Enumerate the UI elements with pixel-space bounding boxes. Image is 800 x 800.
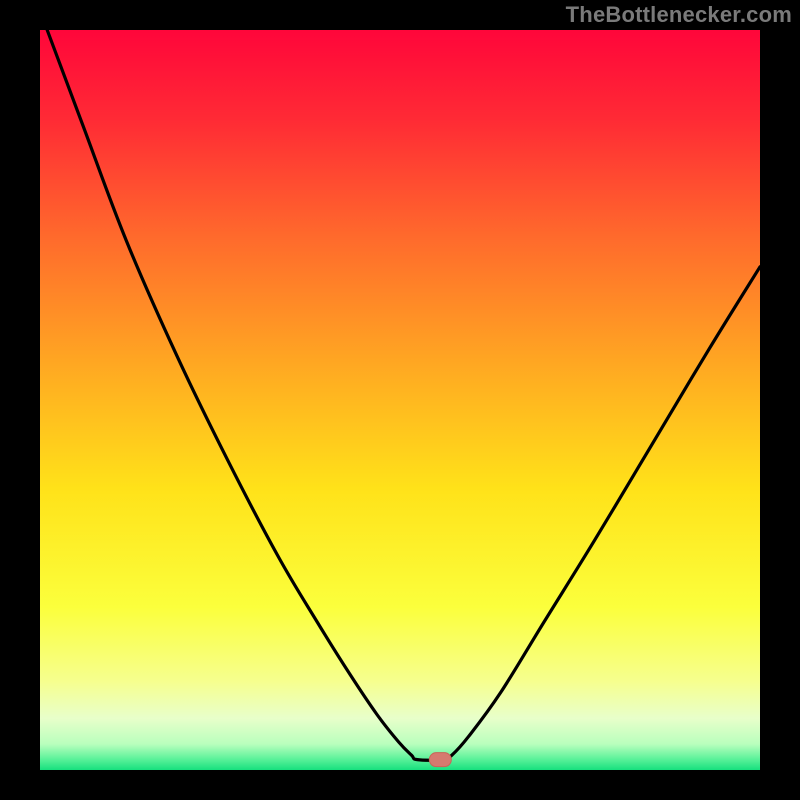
watermark-label: TheBottlenecker.com bbox=[566, 0, 800, 28]
chart-stage: TheBottlenecker.com bbox=[0, 0, 800, 800]
valley-marker bbox=[429, 753, 451, 767]
plot-background bbox=[40, 30, 760, 770]
chart-svg bbox=[0, 0, 800, 800]
